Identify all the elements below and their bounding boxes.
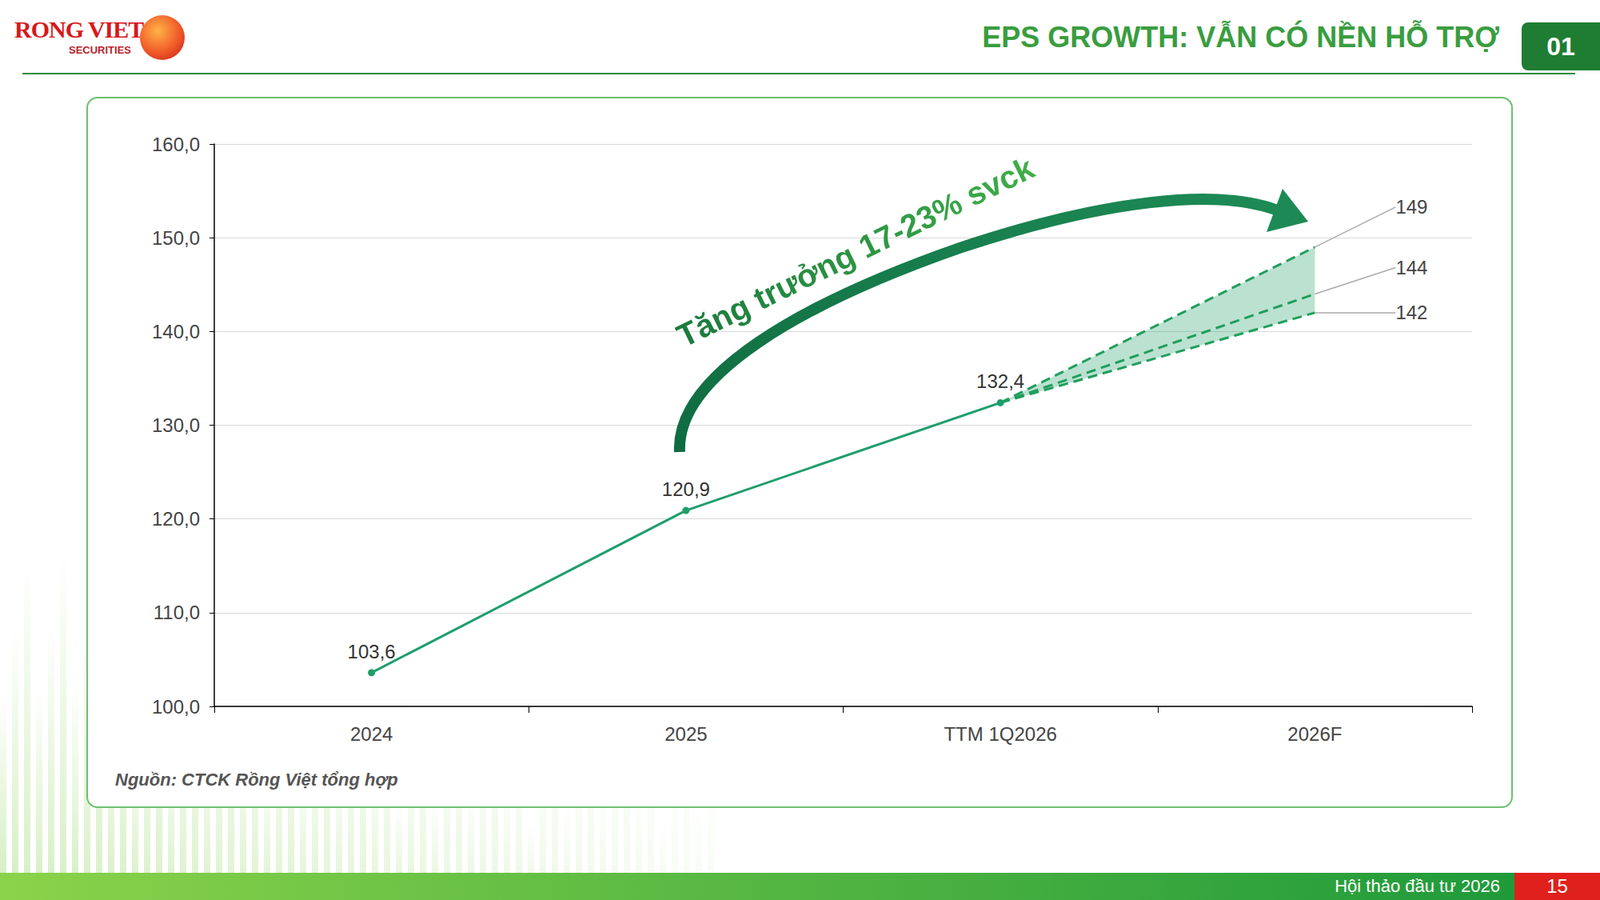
svg-text:2025: 2025 xyxy=(664,722,707,745)
svg-text:150,0: 150,0 xyxy=(151,227,200,249)
html-text:15: 15 xyxy=(1546,874,1568,897)
svg-text:TTM 1Q2026: TTM 1Q2026 xyxy=(943,722,1057,745)
svg-text:103,6: 103,6 xyxy=(347,640,396,663)
svg-text:140,0: 140,0 xyxy=(151,320,200,343)
svg-text:132,4: 132,4 xyxy=(976,370,1025,392)
svg-text:160,0: 160,0 xyxy=(151,133,200,156)
svg-text:142: 142 xyxy=(1395,301,1428,324)
svg-text:2024: 2024 xyxy=(350,722,393,745)
svg-text:120,0: 120,0 xyxy=(151,507,200,530)
svg-text:149: 149 xyxy=(1395,195,1428,218)
html-text:Nguồn: CTCK Rồng Việt tổng hợp: Nguồn: CTCK Rồng Việt tổng hợp xyxy=(115,769,398,790)
svg-text:2026F: 2026F xyxy=(1287,722,1342,745)
html-text:RONG VIET: RONG VIET xyxy=(14,15,144,43)
svg-text:120,9: 120,9 xyxy=(662,478,711,500)
html-text:SECURITIES: SECURITIES xyxy=(68,43,132,56)
html-text:Tăng trưởng 17-23% svck: Tăng trưởng 17-23% svck xyxy=(671,149,1040,354)
html-text:01: 01 xyxy=(1546,31,1576,61)
svg-text:144: 144 xyxy=(1395,256,1428,279)
svg-text:110,0: 110,0 xyxy=(153,601,200,623)
html-text:Hội thảo đầu tư 2026: Hội thảo đầu tư 2026 xyxy=(1334,875,1501,896)
html-text:EPS GROWTH: VẪN CÓ NỀN HỖ TRỢ: EPS GROWTH: VẪN CÓ NỀN HỖ TRỢ xyxy=(982,20,1500,54)
svg-text:130,0: 130,0 xyxy=(151,414,200,436)
svg-text:100,0: 100,0 xyxy=(151,695,200,718)
